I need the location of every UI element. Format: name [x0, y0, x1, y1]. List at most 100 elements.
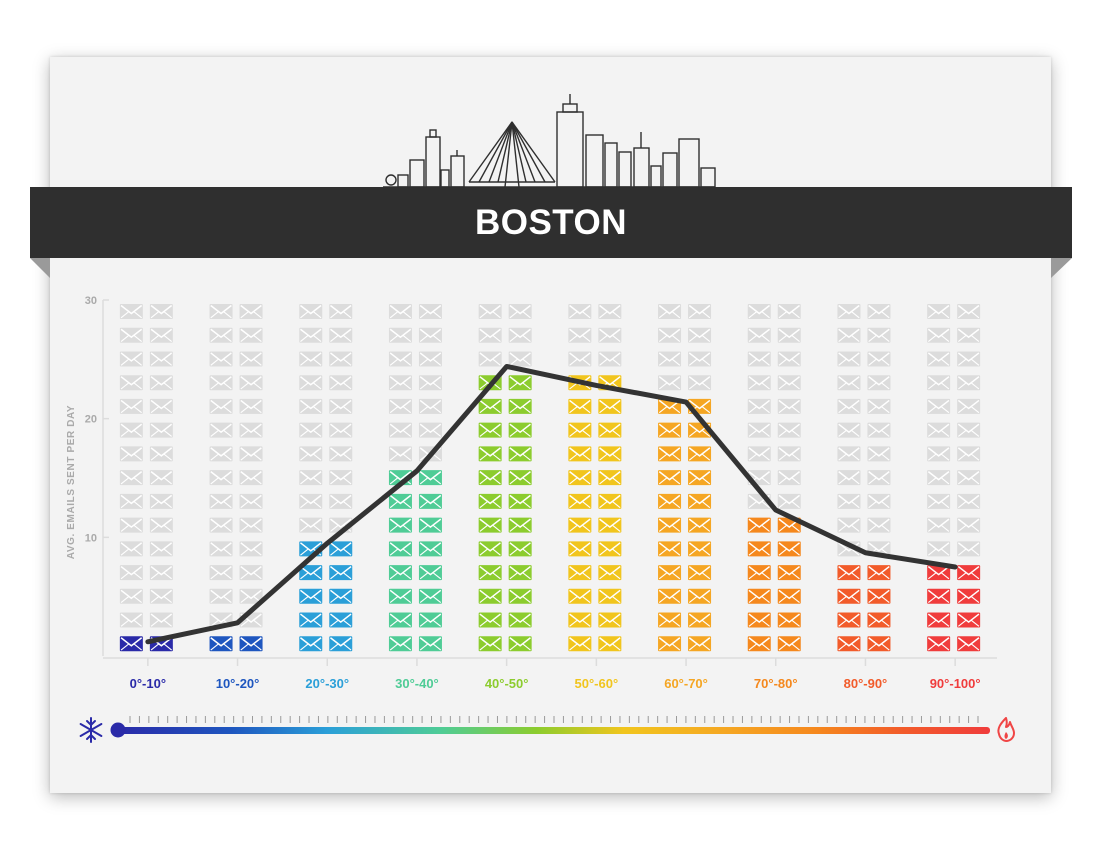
envelope-icon	[836, 350, 862, 368]
envelope-icon	[926, 445, 951, 463]
envelope-icon	[208, 540, 234, 558]
envelope-icon	[597, 303, 623, 320]
envelope-icon	[956, 303, 981, 320]
envelope-icon	[298, 374, 323, 391]
envelope-icon	[119, 326, 144, 344]
envelope-icon	[956, 374, 981, 391]
envelope-icon	[328, 350, 353, 368]
envelope-icon	[926, 303, 951, 320]
envelope-icon	[597, 516, 623, 534]
envelope-icon	[149, 445, 174, 463]
category-label: 10°-20°	[216, 676, 260, 691]
envelope-icon	[777, 493, 802, 510]
envelope-icon	[687, 540, 712, 558]
envelope-icon	[567, 516, 593, 534]
category-label: 0°-10°	[130, 676, 166, 691]
envelope-icon	[747, 303, 772, 320]
envelope-icon	[418, 326, 443, 344]
envelope-icon	[477, 635, 503, 653]
envelope-icon	[687, 588, 712, 605]
envelope-icon	[418, 635, 443, 653]
envelope-icon	[328, 398, 353, 415]
envelope-icon	[238, 398, 264, 415]
envelope-icon	[119, 374, 144, 391]
envelope-icon	[567, 421, 593, 439]
envelope-icon	[149, 469, 174, 486]
envelope-icon	[747, 445, 772, 463]
envelope-icon	[747, 540, 772, 558]
bar-3	[298, 303, 353, 653]
envelope-icon	[149, 540, 174, 558]
envelope-icon	[687, 611, 712, 629]
envelope-icon	[328, 445, 353, 463]
envelope-grid	[119, 303, 981, 653]
envelope-icon	[208, 588, 234, 605]
envelope-icon	[418, 516, 443, 534]
envelope-icon	[777, 635, 802, 653]
category-label: 40°-50°	[485, 676, 529, 691]
envelope-icon	[119, 303, 144, 320]
envelope-icon	[597, 540, 623, 558]
category-label: 90°-100°	[930, 676, 981, 691]
envelope-icon	[418, 398, 443, 415]
envelope-icon	[208, 635, 234, 653]
envelope-icon	[507, 374, 533, 391]
envelope-icon	[926, 350, 951, 368]
envelope-icon	[926, 469, 951, 486]
envelope-icon	[298, 303, 323, 320]
bar-1	[119, 303, 174, 653]
envelope-icon	[328, 374, 353, 391]
envelope-icon	[747, 588, 772, 605]
envelope-icon	[747, 398, 772, 415]
category-label: 30°-40°	[395, 676, 439, 691]
envelope-icon	[597, 445, 623, 463]
envelope-icon	[328, 303, 353, 320]
envelope-icon	[149, 493, 174, 510]
title-banner: BOSTON	[30, 187, 1072, 258]
envelope-icon	[687, 445, 712, 463]
envelope-icon	[388, 588, 413, 605]
envelope-icon	[777, 445, 802, 463]
envelope-icon	[836, 516, 862, 534]
envelope-icon	[777, 469, 802, 486]
envelope-icon	[747, 421, 772, 439]
envelope-icon	[119, 421, 144, 439]
envelope-icon	[747, 611, 772, 629]
envelope-icon	[567, 588, 593, 605]
envelope-icon	[567, 326, 593, 344]
envelope-icon	[507, 421, 533, 439]
envelope-icon	[418, 350, 443, 368]
flame-icon	[997, 717, 1015, 742]
city-title: BOSTON	[474, 203, 628, 242]
envelope-icon	[418, 303, 443, 320]
envelope-icon	[149, 374, 174, 391]
envelope-icon	[657, 469, 682, 486]
envelope-icon	[298, 516, 323, 534]
envelope-icon	[747, 374, 772, 391]
envelope-icon	[747, 635, 772, 653]
envelope-icon	[597, 493, 623, 510]
envelope-icon	[687, 493, 712, 510]
envelope-icon	[507, 564, 533, 581]
envelope-icon	[926, 540, 951, 558]
envelope-icon	[687, 564, 712, 581]
envelope-icon	[418, 469, 443, 486]
envelope-icon	[866, 374, 892, 391]
envelope-icon	[866, 303, 892, 320]
envelope-icon	[777, 540, 802, 558]
envelope-icon	[777, 588, 802, 605]
envelope-icon	[597, 326, 623, 344]
envelope-icon	[866, 588, 892, 605]
envelope-icon	[328, 588, 353, 605]
envelope-icon	[208, 398, 234, 415]
category-label: 50°-60°	[575, 676, 619, 691]
envelope-icon	[238, 374, 264, 391]
envelope-icon	[657, 611, 682, 629]
envelope-icon	[507, 469, 533, 486]
envelope-icon	[507, 611, 533, 629]
envelope-icon	[866, 635, 892, 653]
envelope-icon	[418, 611, 443, 629]
envelope-icon	[477, 516, 503, 534]
